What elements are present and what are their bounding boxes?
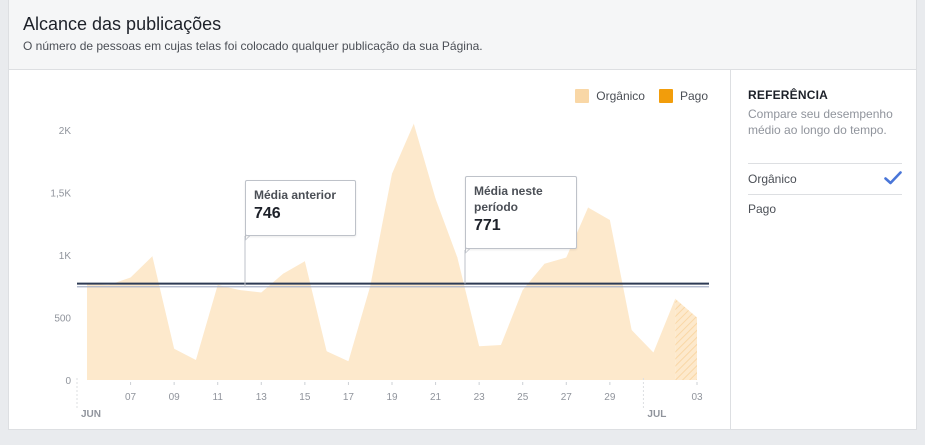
- x-tick-label: 27: [561, 392, 573, 403]
- legend-label-paid: Pago: [679, 89, 708, 103]
- legend-item-organic[interactable]: Orgânico: [575, 89, 645, 103]
- reference-option-paid[interactable]: Pago: [748, 194, 902, 224]
- month-label: JUL: [647, 409, 666, 420]
- x-tick-label: 11: [213, 392, 224, 403]
- series-organic-partial-area: [675, 298, 697, 380]
- page-title: Alcance das publicações: [23, 14, 222, 34]
- x-tick-label: 19: [386, 392, 398, 403]
- x-tick-label: 29: [604, 392, 616, 403]
- callout-current-label: Média neste período: [474, 184, 543, 214]
- callout-previous-value: 746: [254, 205, 281, 222]
- reference-heading: REFERÊNCIA: [748, 88, 829, 102]
- check-icon: [884, 171, 902, 185]
- callout-current-average: Média neste período 771: [465, 176, 577, 249]
- reference-option-label: Orgânico: [748, 172, 797, 186]
- x-tick-label: 15: [299, 392, 311, 403]
- x-tick-label: 17: [343, 392, 355, 403]
- reference-description: Compare seu desempenho médio ao longo do…: [748, 107, 893, 137]
- legend-swatch-organic: [575, 89, 590, 103]
- x-tick-label: 09: [169, 392, 181, 403]
- y-tick-label: 2K: [59, 126, 72, 137]
- chart-area: 0 500 1K 1,5K 2K 07 09 11 13 15 17 19 21 23 25 27 29 03 JU…: [9, 70, 730, 430]
- callout-current-value: 771: [474, 217, 501, 234]
- x-tick-label: 07: [125, 392, 137, 403]
- legend-label-organic: Orgânico: [596, 89, 645, 103]
- x-tick-label: 21: [430, 392, 442, 403]
- legend-item-paid[interactable]: Pago: [658, 89, 708, 103]
- post-reach-card: Alcance das publicações O número de pess…: [8, 0, 917, 430]
- y-tick-label: 0: [65, 376, 71, 387]
- month-label: JUN: [81, 409, 101, 420]
- callout-previous-average: Média anterior 746: [245, 180, 356, 236]
- chart-legend: Orgânico Pago: [575, 89, 708, 103]
- card-header: Alcance das publicações O número de pess…: [9, 0, 916, 70]
- y-tick-label: 1,5K: [50, 189, 71, 200]
- reference-panel: REFERÊNCIA Compare seu desempenho médio …: [730, 70, 916, 430]
- x-tick-label: 23: [474, 392, 486, 403]
- legend-swatch-paid: [658, 89, 673, 103]
- x-tick-label: 03: [691, 392, 703, 403]
- series-organic-area: [87, 123, 676, 380]
- reach-chart: 0 500 1K 1,5K 2K 07 09 11 13 15 17 19 21 23 25 27 29 03 JU…: [50, 123, 709, 420]
- y-tick-label: 500: [54, 314, 71, 325]
- x-tick-label: 13: [256, 392, 268, 403]
- reference-option-label: Pago: [748, 202, 777, 216]
- y-tick-label: 1K: [59, 251, 72, 262]
- callout-previous-label: Média anterior: [254, 188, 337, 202]
- page-subtitle: O número de pessoas em cujas telas foi c…: [23, 39, 483, 53]
- x-tick-label: 25: [517, 392, 529, 403]
- reference-option-organic[interactable]: Orgânico: [748, 163, 902, 195]
